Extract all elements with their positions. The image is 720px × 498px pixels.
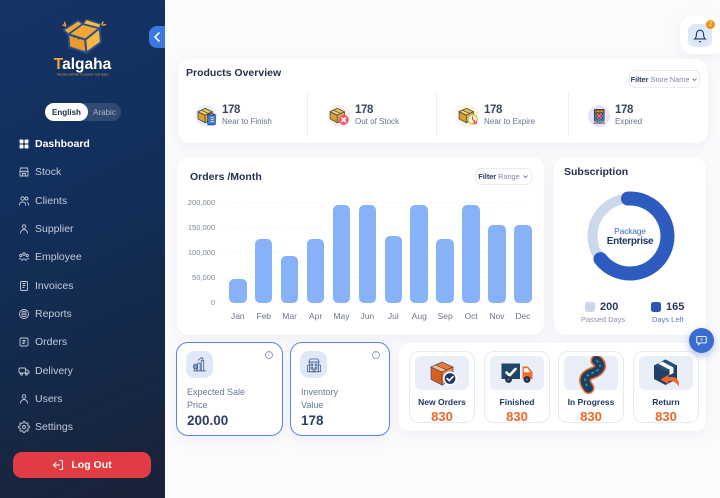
svg-text:?: ? bbox=[700, 337, 703, 343]
svg-text:EXPIRED: EXPIRED bbox=[594, 122, 605, 125]
